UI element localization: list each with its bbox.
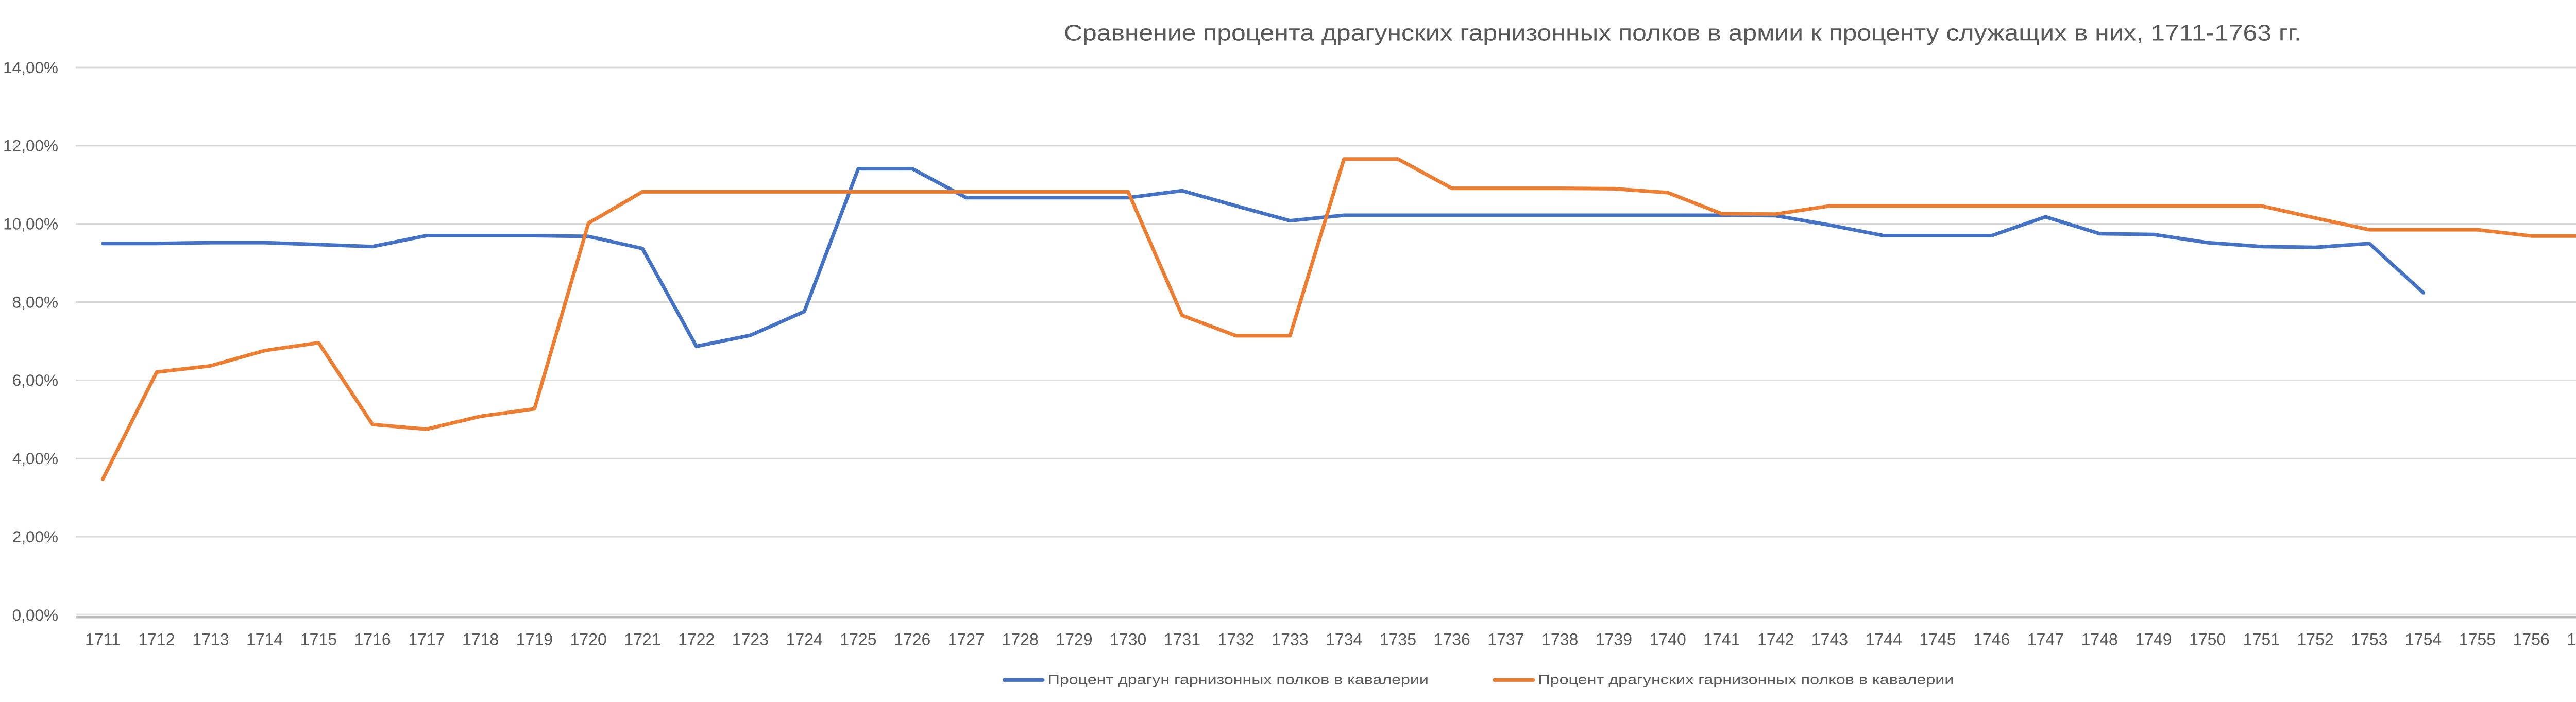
svg-text:1718: 1718 [462, 630, 499, 649]
svg-text:1720: 1720 [570, 630, 607, 649]
svg-text:1750: 1750 [2189, 630, 2226, 649]
svg-text:12,00%: 12,00% [3, 136, 58, 155]
svg-text:Процент драгунских гарнизонных: Процент драгунских гарнизонных полков в … [1538, 672, 1954, 687]
svg-text:1741: 1741 [1703, 630, 1740, 649]
svg-text:1747: 1747 [2027, 630, 2064, 649]
svg-text:1735: 1735 [1380, 630, 1416, 649]
svg-text:1729: 1729 [1056, 630, 1092, 649]
svg-text:6,00%: 6,00% [12, 371, 58, 389]
svg-text:Сравнение процента драгунских: Сравнение процента драгунских гарнизонны… [1064, 20, 2301, 45]
svg-text:1754: 1754 [2405, 630, 2442, 649]
svg-text:1753: 1753 [2351, 630, 2387, 649]
svg-text:1725: 1725 [840, 630, 876, 649]
svg-text:1757: 1757 [2567, 630, 2576, 649]
svg-text:0,00%: 0,00% [12, 606, 58, 624]
svg-text:14,00%: 14,00% [3, 58, 58, 77]
svg-text:2,00%: 2,00% [12, 527, 58, 546]
svg-text:1722: 1722 [678, 630, 715, 649]
svg-text:1714: 1714 [246, 630, 283, 649]
svg-text:1726: 1726 [894, 630, 930, 649]
svg-text:1755: 1755 [2459, 630, 2496, 649]
svg-text:1748: 1748 [2081, 630, 2118, 649]
svg-text:1721: 1721 [624, 630, 660, 649]
svg-text:1733: 1733 [1272, 630, 1308, 649]
svg-text:1740: 1740 [1650, 630, 1686, 649]
svg-text:1738: 1738 [1541, 630, 1578, 649]
svg-text:1737: 1737 [1487, 630, 1524, 649]
svg-text:Процент драгун гарнизонных пол: Процент драгун гарнизонных полков в кава… [1048, 672, 1429, 687]
svg-text:1711: 1711 [85, 630, 121, 649]
svg-text:1731: 1731 [1164, 630, 1200, 649]
svg-text:8,00%: 8,00% [12, 293, 58, 311]
svg-text:1715: 1715 [300, 630, 337, 649]
svg-text:1745: 1745 [1919, 630, 1956, 649]
svg-text:1723: 1723 [732, 630, 769, 649]
svg-text:1719: 1719 [516, 630, 553, 649]
svg-text:1744: 1744 [1866, 630, 1902, 649]
svg-text:1746: 1746 [1973, 630, 2010, 649]
svg-text:1724: 1724 [786, 630, 823, 649]
svg-text:1752: 1752 [2297, 630, 2334, 649]
svg-text:1732: 1732 [1218, 630, 1255, 649]
svg-text:1734: 1734 [1326, 630, 1362, 649]
svg-text:1712: 1712 [139, 630, 175, 649]
svg-text:1742: 1742 [1757, 630, 1794, 649]
svg-text:1751: 1751 [2243, 630, 2280, 649]
svg-text:1713: 1713 [192, 630, 229, 649]
svg-text:4,00%: 4,00% [12, 449, 58, 468]
svg-text:1736: 1736 [1434, 630, 1470, 649]
svg-text:10,00%: 10,00% [3, 215, 58, 233]
svg-text:1749: 1749 [2135, 630, 2172, 649]
svg-text:1739: 1739 [1596, 630, 1632, 649]
svg-text:1730: 1730 [1110, 630, 1146, 649]
svg-text:1756: 1756 [2513, 630, 2550, 649]
svg-text:1743: 1743 [1811, 630, 1848, 649]
svg-text:1716: 1716 [354, 630, 391, 649]
svg-text:1717: 1717 [408, 630, 445, 649]
svg-text:1727: 1727 [948, 630, 985, 649]
svg-text:1728: 1728 [1002, 630, 1039, 649]
